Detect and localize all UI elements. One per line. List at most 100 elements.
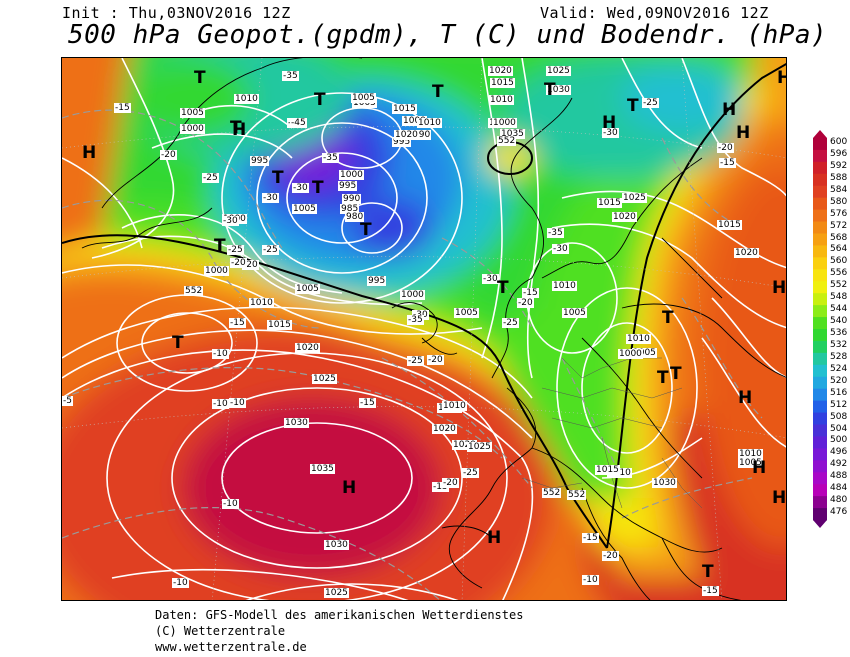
isobar-label: 1015 bbox=[595, 465, 620, 475]
isotherm-label: -20 bbox=[517, 298, 534, 308]
isobar-label: 1010 bbox=[249, 298, 274, 308]
legend-value: 568 bbox=[830, 232, 848, 243]
legend-swatch bbox=[813, 508, 827, 521]
isobar-label: 1020 bbox=[612, 212, 637, 222]
legend-value: 564 bbox=[830, 244, 848, 255]
legend-value: 484 bbox=[830, 483, 848, 494]
isotherm-label: -30 bbox=[552, 244, 569, 254]
isobar-label: 995 bbox=[338, 181, 358, 191]
pressure-center: H bbox=[738, 388, 753, 408]
isotherm-label: -20 bbox=[160, 150, 177, 160]
pressure-center: T bbox=[627, 96, 639, 116]
legend-value: 496 bbox=[830, 447, 848, 458]
map-title: 500 hPa Geopot.(gpdm), T (C) und Bodendr… bbox=[68, 20, 828, 50]
isotherm-label: -10 bbox=[229, 398, 246, 408]
footer-url[interactable]: www.wetterzentrale.de bbox=[155, 640, 307, 654]
geopotential-label: 552 bbox=[567, 490, 587, 500]
pressure-center: T bbox=[497, 278, 509, 298]
isobar-label: 1005 bbox=[180, 108, 205, 118]
legend-value: 592 bbox=[830, 160, 848, 171]
legend-value: 520 bbox=[830, 375, 848, 386]
isotherm-label: -15 bbox=[359, 398, 376, 408]
isotherm-label: -25 bbox=[407, 356, 424, 366]
pressure-center: T bbox=[670, 364, 682, 384]
pressure-center: T bbox=[272, 168, 284, 188]
isobar-label: 1025 bbox=[312, 374, 337, 384]
isobar-label: 1030 bbox=[652, 478, 677, 488]
legend-swatch bbox=[813, 376, 827, 390]
borders bbox=[521, 357, 703, 509]
isobar-label: 1005 bbox=[562, 308, 587, 318]
pressure-center: H bbox=[772, 488, 787, 508]
isobar-label: 995 bbox=[367, 276, 387, 286]
isobar-label: 1020 bbox=[452, 440, 477, 450]
footer-copyright: (C) Wetterzentrale bbox=[155, 624, 286, 638]
isotherm-label: -25 bbox=[262, 245, 279, 255]
isobar-label: 1020 bbox=[295, 343, 320, 353]
graticule bbox=[62, 58, 786, 600]
pressure-center: T bbox=[314, 90, 326, 110]
legend-swatch bbox=[813, 138, 827, 151]
isobar-label: 1005 bbox=[295, 284, 320, 294]
legend-value: 544 bbox=[830, 304, 848, 315]
isotherm-label: -20 bbox=[442, 478, 459, 488]
isobar-label: 1010 bbox=[234, 94, 259, 104]
isobar-label: 980 bbox=[345, 212, 365, 222]
pressure-center: H bbox=[752, 458, 767, 478]
legend-swatch bbox=[813, 364, 827, 378]
geopotential-label: 552 bbox=[497, 136, 517, 146]
isobar-label: 1005 bbox=[351, 93, 376, 103]
isobar-label: 1020 bbox=[394, 130, 419, 140]
legend-value: 576 bbox=[830, 208, 848, 219]
legend-value: 528 bbox=[830, 351, 848, 362]
isobar-label: 995 bbox=[250, 156, 270, 166]
geopotential-label: 552 bbox=[542, 488, 562, 498]
footer-source: Daten: GFS-Modell des amerikanischen Wet… bbox=[155, 608, 524, 622]
legend-swatch bbox=[813, 305, 827, 318]
isotherm-label: -10 bbox=[582, 575, 599, 585]
isobar-label: 1000 bbox=[618, 349, 643, 359]
legend-swatch bbox=[813, 233, 827, 246]
isobar-label: 1025 bbox=[546, 66, 571, 76]
isobar-label: 1000 bbox=[400, 290, 425, 300]
legend-value: 580 bbox=[830, 196, 848, 207]
isobar-label: 1000 bbox=[492, 118, 517, 128]
legend-value: 532 bbox=[830, 339, 848, 350]
pressure-center: H bbox=[772, 278, 787, 298]
isobar-label: 1030 bbox=[284, 418, 309, 428]
isotherm-label: -5 bbox=[62, 396, 73, 406]
isobar-label: 1030 bbox=[324, 540, 349, 550]
legend-swatch bbox=[813, 436, 827, 449]
isotherm-label: -30 bbox=[292, 183, 309, 193]
pressure-center: T bbox=[194, 68, 206, 88]
isobar-label: 1000 bbox=[204, 266, 229, 276]
legend-swatch bbox=[813, 317, 827, 330]
isobar-label: 1010 bbox=[489, 95, 514, 105]
legend-value: 512 bbox=[830, 399, 848, 410]
legend-swatch bbox=[813, 257, 827, 270]
legend-swatch bbox=[813, 149, 827, 163]
legend-swatch bbox=[813, 269, 827, 282]
isobar-label: 1025 bbox=[467, 442, 492, 452]
isobar-label: 1015 bbox=[717, 220, 742, 230]
legend-swatch bbox=[813, 245, 827, 258]
legend-swatch bbox=[813, 496, 827, 509]
legend-value: 600 bbox=[830, 137, 848, 147]
isobar-label: 1015 bbox=[490, 78, 515, 88]
isotherm-label: -35 bbox=[282, 71, 299, 81]
pressure-center: T bbox=[312, 178, 324, 198]
isobar-label: 1015 bbox=[597, 198, 622, 208]
isobar-label: 1015 bbox=[392, 104, 417, 114]
legend-value: 596 bbox=[830, 148, 848, 159]
coastlines bbox=[81, 58, 786, 600]
legend-swatch bbox=[813, 400, 827, 413]
legend-swatch bbox=[813, 472, 827, 485]
legend-value: 552 bbox=[830, 280, 848, 291]
legend-bar bbox=[813, 130, 827, 528]
isotherm-label: -30 bbox=[222, 216, 239, 226]
legend-value: 556 bbox=[830, 268, 848, 279]
pressure-center: H bbox=[777, 68, 786, 88]
isobar-label: 1020 bbox=[488, 66, 513, 76]
isotherm-label: -20 bbox=[602, 551, 619, 561]
pressure-center: T bbox=[432, 82, 444, 102]
